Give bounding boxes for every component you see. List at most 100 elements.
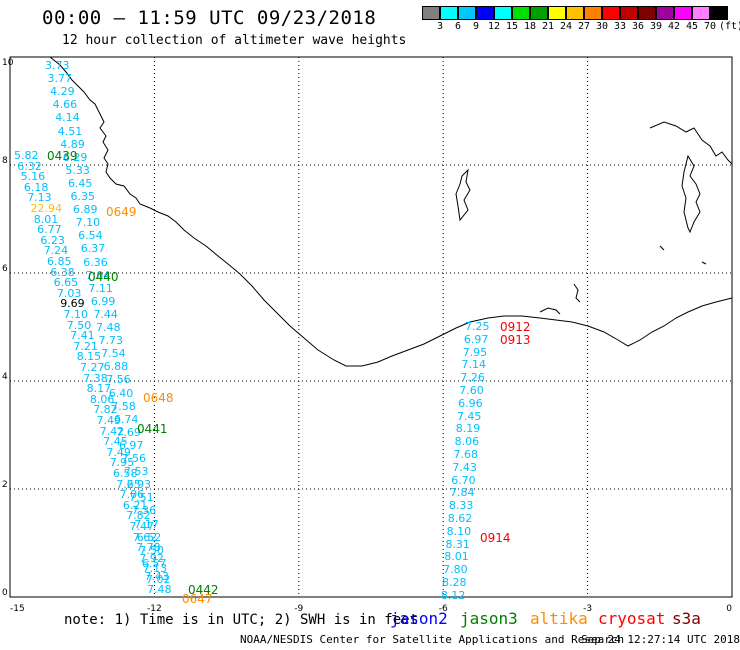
swh-label: 6.88 (103, 360, 129, 374)
swh-label: 6.96 (458, 396, 483, 410)
swh-label: 22.94 (30, 202, 63, 215)
swh-label: 7.10 (75, 216, 101, 230)
swh-label: 7.56 (121, 452, 147, 465)
swh-label: 6.52 (136, 530, 162, 544)
color-swatch (530, 6, 548, 20)
swh-label: 4.66 (52, 98, 78, 112)
swh-label: 7.45 (103, 435, 128, 449)
swh-label: 7.73 (98, 334, 124, 348)
swh-label: 8.62 (447, 512, 473, 525)
swh-label: 7.80 (443, 563, 468, 577)
y-tick-label: 4 (2, 372, 8, 382)
swh-label: 6.85 (47, 255, 72, 268)
swh-label: 8.31 (445, 537, 470, 551)
color-scale-label: 15 (505, 21, 519, 32)
swh-label: 4.89 (60, 137, 85, 151)
swh-label: 7.44 (93, 307, 118, 321)
swh-label: 7.04 (85, 268, 111, 282)
swh-label: 7.48 (96, 321, 121, 334)
legend-cryosat: cryosat (598, 609, 666, 628)
x-tick-label: -15 (10, 604, 25, 614)
swh-label: 6.35 (70, 190, 96, 203)
swh-label: 6.99 (90, 294, 116, 308)
color-swatch (710, 6, 728, 20)
swh-label: 8.19 (455, 422, 481, 436)
swh-label: 4.14 (55, 111, 80, 125)
swh-label: 7.38 (83, 371, 108, 385)
color-swatch (476, 6, 494, 20)
swh-label: 7.26 (460, 371, 485, 385)
swh-label: 8.06 (454, 435, 480, 449)
swh-label: 7.41 (70, 329, 95, 343)
x-tick-label: -12 (147, 604, 162, 614)
color-scale-label: 3 (436, 21, 444, 32)
swh-label: 8.10 (446, 524, 472, 538)
swh-label: 8.12 (440, 588, 466, 602)
color-scale-label: 30 (595, 21, 609, 32)
x-tick-label: -3 (583, 604, 592, 614)
swh-label: 7.10 (63, 308, 89, 321)
swh-label: 7.25 (465, 320, 490, 333)
swh-label: 7.82 (93, 403, 118, 417)
x-tick-label: -6 (439, 604, 448, 614)
color-swatch (692, 6, 710, 20)
color-scale-label: 45 (685, 21, 699, 32)
color-scale-label: 18 (523, 21, 537, 32)
color-scale-label: 70 (703, 21, 717, 32)
color-swatch (584, 6, 602, 20)
color-scale-label: 27 (577, 21, 591, 32)
color-scale-label: 33 (613, 21, 627, 32)
swh-label: 7.25 (116, 477, 141, 491)
swh-label: 3.77 (47, 72, 73, 86)
swh-label: 6.54 (78, 229, 103, 243)
swh-label: 6.97 (463, 332, 489, 346)
swh-label: 7.48 (147, 583, 172, 596)
swh-label: 6.36 (83, 255, 108, 269)
legend-s3a: s3a (672, 609, 701, 628)
swh-label: 7.24 (43, 244, 69, 258)
swh-label: 7.68 (453, 448, 479, 461)
swh-label: 6.32 (17, 159, 42, 173)
swh-label: 7.27 (80, 361, 105, 374)
color-scale-label: 36 (631, 21, 645, 32)
swh-label: 6.18 (23, 180, 49, 194)
color-scale-label: 24 (559, 21, 573, 32)
swh-label: 7.92 (139, 551, 164, 565)
color-swatch (422, 6, 440, 20)
swh-label: 6.89 (73, 203, 98, 217)
axis-ticks: -15 -12 -9 -6 -3 0 0 2 4 6 8 10 (2, 58, 732, 614)
color-scale-label: 39 (649, 21, 663, 32)
swh-label: 7.13 (27, 191, 52, 205)
color-swatch (602, 6, 620, 20)
swh-label: 6.65 (53, 276, 79, 290)
swh-label: 8.15 (76, 350, 102, 364)
swh-label: 8.06 (89, 392, 115, 406)
swh-label: 7.42 (99, 424, 125, 438)
x-tick-label: 0 (726, 604, 732, 614)
swh-label: 8.28 (442, 576, 467, 589)
generated-timestamp: Sep 24 12:27:14 UTC 2018 (581, 633, 740, 646)
swh-label: 7.49 (106, 445, 131, 459)
swh-label: 7.45 (456, 409, 482, 423)
swh-label: 7.78 (136, 541, 161, 555)
swh-label: 7.49 (96, 414, 122, 427)
swh-label: 6.38 (50, 265, 75, 279)
color-scale-label: 42 (667, 21, 681, 32)
swh-label: 6.74 (113, 412, 139, 426)
swh-label: 6.77 (37, 223, 62, 237)
swh-label: 7.36 (131, 504, 157, 518)
swh-label: 7.17 (134, 517, 159, 531)
swh-label: 7.84 (450, 486, 475, 500)
map-title: 00:00 – 11:59 UTC 09/23/2018 (42, 7, 377, 29)
swh-label: 7.51 (129, 491, 154, 505)
coastline (49, 56, 733, 367)
map-subtitle: 12 hour collection of altimeter wave hei… (62, 33, 407, 48)
swh-label: 6.57 (141, 556, 167, 570)
swh-label: 5.16 (20, 170, 46, 184)
color-swatch (638, 6, 656, 20)
swh-label: 7.50 (66, 318, 92, 332)
swh-label: 7.14 (461, 358, 487, 372)
swh-label: 7.58 (111, 399, 136, 413)
swh-label: 7.56 (106, 373, 131, 387)
